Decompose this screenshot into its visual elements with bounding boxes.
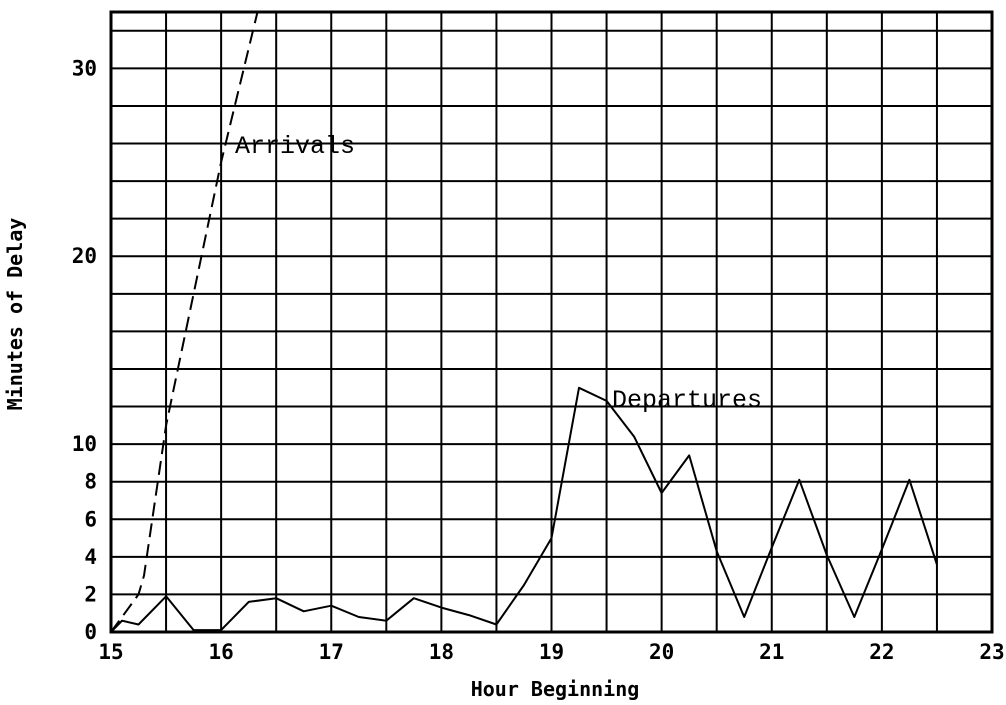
y-tick-label: 8 bbox=[84, 470, 97, 494]
y-tick-label: 30 bbox=[72, 56, 97, 80]
x-tick-label: 22 bbox=[869, 640, 894, 664]
annotation-departures: Departures bbox=[612, 386, 762, 415]
x-tick-label: 16 bbox=[208, 640, 233, 664]
x-tick-label: 20 bbox=[649, 640, 674, 664]
x-tick-labels: 15 16 17 18 19 20 21 22 23 bbox=[98, 640, 1004, 664]
y-tick-label: 0 bbox=[84, 620, 97, 644]
y-axis-label: Minutes of Delay bbox=[3, 218, 27, 411]
series-line-arrivals bbox=[110, 11, 259, 633]
y-tick-label: 4 bbox=[84, 545, 97, 569]
y-tick-labels: 0 2 4 6 8 10 20 30 bbox=[72, 56, 97, 644]
series-lines bbox=[110, 11, 938, 633]
x-tick-label: 19 bbox=[539, 640, 564, 664]
x-tick-label: 15 bbox=[98, 640, 123, 664]
y-tick-label: 20 bbox=[72, 244, 97, 268]
y-tick-label: 10 bbox=[72, 432, 97, 456]
y-tick-label: 2 bbox=[84, 582, 97, 606]
y-tick-label: 6 bbox=[84, 507, 97, 531]
x-axis-label: Hour Beginning bbox=[471, 677, 640, 701]
plot-frame bbox=[109, 10, 994, 634]
annotation-arrivals: Arrivals bbox=[235, 132, 355, 161]
x-tick-label: 17 bbox=[319, 640, 344, 664]
x-tick-label: 23 bbox=[979, 640, 1004, 664]
series-line-departures bbox=[110, 386, 938, 633]
x-tick-label: 21 bbox=[759, 640, 784, 664]
x-tick-label: 18 bbox=[429, 640, 454, 664]
